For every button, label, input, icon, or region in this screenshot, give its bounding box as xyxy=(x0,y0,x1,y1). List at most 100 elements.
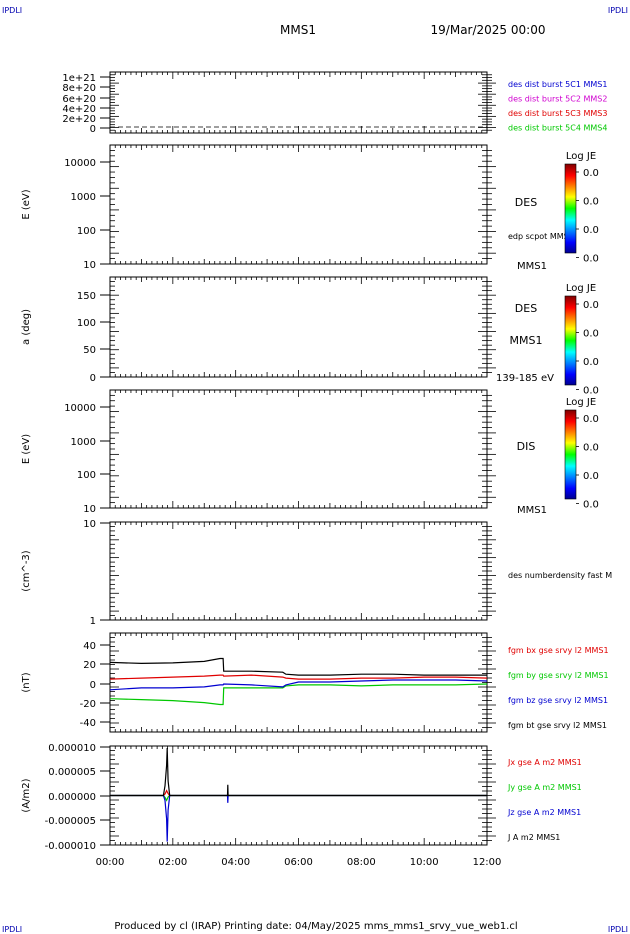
y-tick-label-fgm: 40 xyxy=(83,641,96,652)
colorbar-label-dis_e: 0.0 xyxy=(583,471,599,482)
y-axis-label-dens: (cm^-3) xyxy=(21,550,32,591)
colorbar-label-des_a: 0.0 xyxy=(583,300,599,311)
x-tick-label: 08:00 xyxy=(347,857,376,868)
corner-mark-bottom-right: IPDLI xyxy=(608,925,628,934)
legend-entry-fgm: fgm by gse srvy l2 MMS1 xyxy=(508,671,609,680)
y-tick-label-curr: -0.000010 xyxy=(45,841,96,852)
colorbar-label-des_e: 0.0 xyxy=(583,197,599,208)
note-label-des_e: edp scpot MMS1 xyxy=(508,232,574,241)
y-tick-label-dist: 8e+20 xyxy=(62,83,96,94)
y-tick-label-des_e: 10 xyxy=(83,260,96,271)
x-tick-label: 06:00 xyxy=(284,857,313,868)
y-tick-label-curr: 0.000005 xyxy=(48,767,96,778)
legend-entry-dist: des dist burst 5C4 MMS4 xyxy=(508,124,607,133)
y-axis-label-des_e: E (eV) xyxy=(21,189,32,219)
y-tick-label-dis_e: 10 xyxy=(83,504,96,515)
legend-entry-curr: Jx gse A m2 MMS1 xyxy=(507,758,582,767)
y-tick-label-dis_e: 100 xyxy=(77,470,96,481)
legend-entry-dist: des dist burst 5C2 MMS2 xyxy=(508,95,607,104)
y-tick-label-fgm: 20 xyxy=(83,660,96,671)
legend-entry-curr: Jz gse A m2 MMS1 xyxy=(507,808,581,817)
legend-entry-fgm: fgm bt gse srvy l2 MMS1 xyxy=(508,721,607,730)
side-label-des_e: DES xyxy=(515,196,537,209)
y-tick-label-dist: 6e+20 xyxy=(62,94,96,105)
y-tick-label-dist: 4e+20 xyxy=(62,104,96,115)
colorbar-label-des_a: 0.0 xyxy=(583,329,599,340)
y-tick-label-dis_e: 1000 xyxy=(71,437,96,448)
y-axis-label-curr: (A/m2) xyxy=(21,778,32,812)
colorbar-label-des_e: 0.0 xyxy=(583,225,599,236)
y-tick-label-des_e: 1000 xyxy=(71,192,96,203)
below-label-des_e: MMS1 xyxy=(517,261,547,272)
footer-text: Produced by cl (IRAP) Printing date: 04/… xyxy=(114,921,517,932)
legend-entry-curr: J A m2 MMS1 xyxy=(507,833,560,842)
colorbar-dis_e xyxy=(564,409,577,500)
corner-mark-bottom-left: IPDLI xyxy=(2,925,22,934)
y-tick-label-des_a: 150 xyxy=(77,291,96,302)
y-tick-label-curr: 0.000010 xyxy=(48,743,96,754)
legend-entry-fgm: fgm bz gse srvy l2 MMS1 xyxy=(508,696,608,705)
y-axis-label-dis_e: E (eV) xyxy=(21,434,32,464)
colorbar-label-dis_e: 0.0 xyxy=(583,443,599,454)
header-spacecraft: MMS1 xyxy=(280,23,316,37)
series-line-fgm-bz-gse-srvy-l2-mms1 xyxy=(109,679,488,691)
header-date: 19/Mar/2025 00:00 xyxy=(431,23,546,37)
panel-frame-des_a xyxy=(109,276,488,378)
y-tick-label-fgm: -40 xyxy=(80,718,96,729)
series-line-fgm-by-gse-srvy-l2-mms1 xyxy=(109,683,488,706)
corner-mark-top-left: IPDLI xyxy=(2,6,22,15)
legend-entry-dist: des dist burst 5C3 MMS3 xyxy=(508,109,607,118)
x-tick-label: 10:00 xyxy=(410,857,439,868)
panel-frame-dens xyxy=(109,521,488,621)
colorbar-des_e xyxy=(564,163,577,254)
y-axis-label-fgm: (nT) xyxy=(21,672,32,692)
colorbar-title-dis_e: Log JE xyxy=(566,397,596,408)
x-tick-label: 04:00 xyxy=(221,857,250,868)
series-line-j-a-m2-mms1 xyxy=(110,747,487,797)
panel-frame-des_e xyxy=(109,144,488,265)
series-line-jy-gse-a-m2-mms1 xyxy=(110,794,487,802)
y-tick-label-des_e: 100 xyxy=(77,226,96,237)
colorbar-title-des_e: Log JE xyxy=(566,151,596,162)
time-axis: 00:00 02:00 04:00 06:00 08:00 10:00 12:00 xyxy=(96,857,502,868)
x-tick-label: 00:00 xyxy=(96,857,125,868)
series-line-fgm-bt-gse-srvy-l2-mms1 xyxy=(109,657,487,676)
y-tick-label-fgm: -20 xyxy=(80,699,96,710)
y-tick-label-dist: 2e+20 xyxy=(62,114,96,125)
colorbar-label-des_e: 0.0 xyxy=(583,168,599,179)
y-tick-label-des_e: 10000 xyxy=(64,158,96,169)
legend-entry-curr: Jy gse A m2 MMS1 xyxy=(507,783,582,792)
y-tick-label-des_a: 0 xyxy=(90,373,96,384)
colorbar-title-des_a: Log JE xyxy=(566,283,596,294)
series-line-jx-gse-a-m2-mms1 xyxy=(110,789,487,797)
side-label-dis_e: DIS xyxy=(517,440,536,453)
x-tick-label: 02:00 xyxy=(158,857,187,868)
y-tick-label-dist: 0 xyxy=(90,124,96,135)
y-axis-label-des_a: a (deg) xyxy=(21,309,32,345)
series-line-fgm-bx-gse-srvy-l2-mms1 xyxy=(109,674,488,680)
legend-entry-dist: des dist burst 5C1 MMS1 xyxy=(508,80,607,89)
colorbar-label-dis_e: 0.0 xyxy=(583,414,599,425)
colorbar-label-des_a: 0.0 xyxy=(583,386,599,397)
below-label-dis_e: MMS1 xyxy=(517,505,547,516)
colorbar-des_a xyxy=(564,295,577,386)
colorbar-label-des_a: 0.0 xyxy=(583,357,599,368)
y-tick-label-curr: -0.000005 xyxy=(45,816,96,827)
y-tick-label-dens: 10 xyxy=(83,519,96,530)
panel-frame-dis_e xyxy=(109,389,488,509)
y-tick-label-des_a: 50 xyxy=(83,345,96,356)
side-label-des_a: DES xyxy=(515,302,537,315)
legend-entry-fgm: fgm bx gse srvy l2 MMS1 xyxy=(508,646,609,655)
y-tick-label-dens: 1 xyxy=(90,616,96,627)
y-tick-label-dis_e: 10000 xyxy=(64,403,96,414)
panel-frame-dist xyxy=(109,71,488,134)
colorbar-label-dis_e: 0.0 xyxy=(583,500,599,511)
corner-mark-top-right: IPDLI xyxy=(608,6,628,15)
y-tick-label-curr: 0.000000 xyxy=(48,792,96,803)
series-line-jz-gse-a-m2-mms1 xyxy=(110,794,487,842)
side-label-des_a: MMS1 xyxy=(510,334,543,347)
y-tick-label-dist: 1e+21 xyxy=(62,73,96,84)
y-tick-label-des_a: 100 xyxy=(77,318,96,329)
